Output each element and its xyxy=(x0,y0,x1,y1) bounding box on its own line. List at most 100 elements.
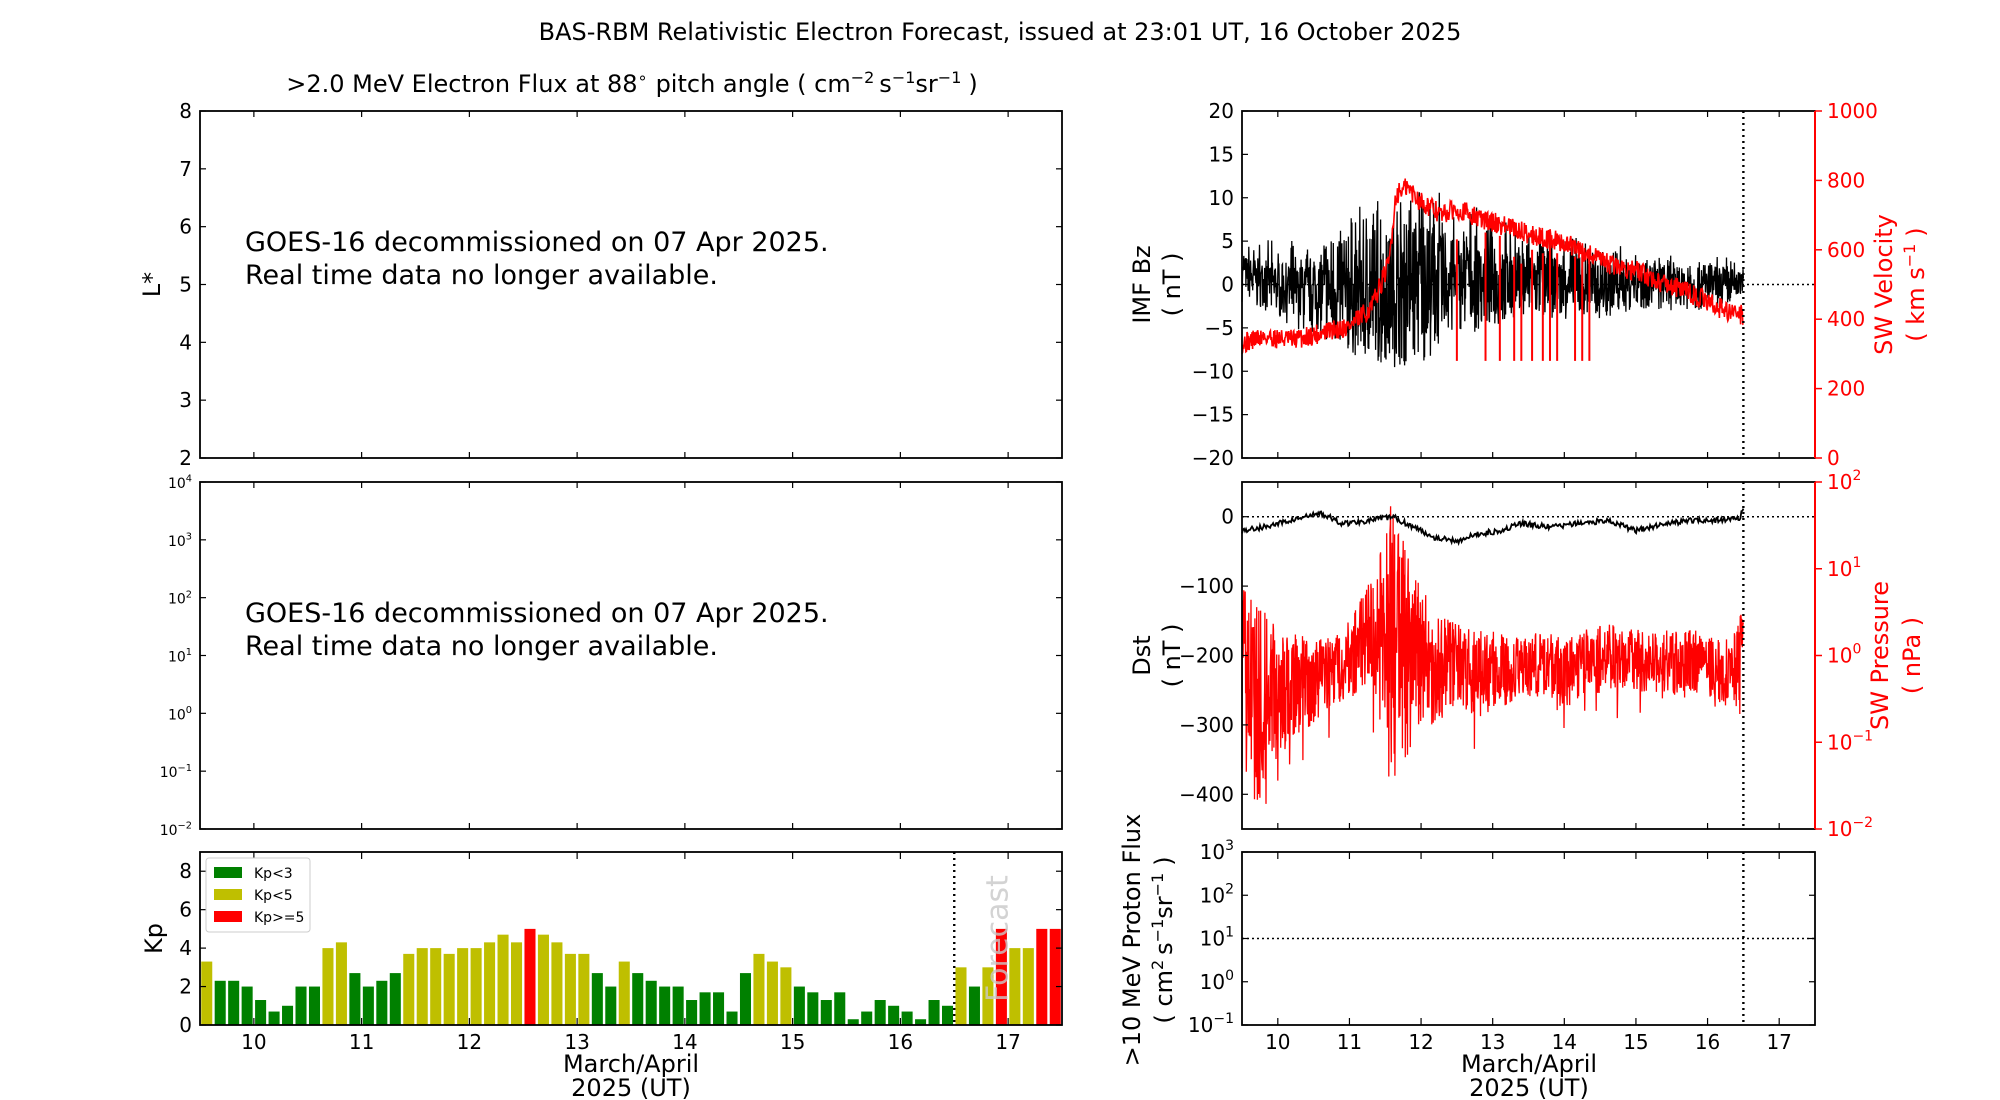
kp-bar xyxy=(322,948,334,1025)
dst-ytick-label: −300 xyxy=(1179,713,1234,737)
lstar-ytick-label: 4 xyxy=(179,330,192,354)
kp-bar xyxy=(241,986,253,1025)
proton-xtick-label: 16 xyxy=(1695,1030,1720,1054)
kp-xtick-label: 12 xyxy=(457,1030,482,1054)
kp-ytick-label: 2 xyxy=(179,975,192,999)
kp-bar xyxy=(699,992,711,1025)
lstar-ytick-label: 3 xyxy=(179,388,192,412)
kp-legend-label: Kp<5 xyxy=(254,888,293,904)
log-tick-exp: −1 xyxy=(1213,1011,1234,1027)
kp-bar xyxy=(214,980,226,1025)
kp-bar xyxy=(982,967,994,1025)
imf-ytick-label: −10 xyxy=(1192,359,1234,383)
kp-bar xyxy=(255,1000,267,1025)
kp-legend-label: Kp>=5 xyxy=(254,910,304,926)
kp-bar xyxy=(403,953,415,1025)
lstar-panel-title: >2.0 MeV Electron Flux at 88∘ pitch angle… xyxy=(286,68,978,98)
log-tick-label: 10−1 xyxy=(160,763,192,781)
log-tick-exp: 2 xyxy=(1852,468,1861,484)
kp-bar xyxy=(578,953,590,1025)
imf-ytick-label: 0 xyxy=(1221,273,1234,297)
kp-bar xyxy=(632,973,644,1025)
kp-bar xyxy=(941,1005,954,1025)
title-sup-sr: −1 xyxy=(938,68,962,87)
kp-bar xyxy=(739,973,752,1025)
log-tick-exp: −1 xyxy=(1852,728,1873,744)
dst-line xyxy=(1241,508,1745,547)
flux-notice-line2: Real time data no longer available. xyxy=(245,631,718,662)
pressure-ylabel-line1: SW Pressure xyxy=(1866,581,1894,730)
log-tick-label: 101 xyxy=(1827,555,1861,581)
figure-title: BAS-RBM Relativistic Electron Forecast, … xyxy=(539,18,1462,46)
log-tick-label: 103 xyxy=(168,532,192,550)
log-tick-base: 10 xyxy=(1827,817,1852,841)
kp-legend-swatch xyxy=(214,867,242,878)
proton-xtick-label: 14 xyxy=(1552,1030,1577,1054)
kp-bar xyxy=(861,1011,873,1025)
lstar-ytick-label: 7 xyxy=(179,157,192,181)
log-tick-base: 10 xyxy=(1827,557,1852,581)
kp-bar xyxy=(389,973,401,1025)
kp-xtick-label: 14 xyxy=(672,1030,697,1054)
log-tick-label: 100 xyxy=(1200,968,1234,994)
log-tick-label: 102 xyxy=(1200,881,1234,907)
log-tick-base: 10 xyxy=(160,823,178,839)
velocity-ytick-label: 200 xyxy=(1827,377,1865,401)
log-tick-label: 103 xyxy=(1200,838,1234,864)
kp-legend-label: Kp<3 xyxy=(254,866,293,882)
log-tick-label: 10−1 xyxy=(1188,1011,1234,1037)
log-tick-exp: 1 xyxy=(1225,925,1234,941)
kp-bar xyxy=(726,1011,738,1025)
log-tick-base: 10 xyxy=(160,765,178,781)
log-tick-exp: 0 xyxy=(1852,642,1861,658)
sw-pressure-line xyxy=(1241,506,1745,804)
kp-xtick-label: 11 xyxy=(349,1030,374,1054)
title-sup-s: −1 xyxy=(892,68,916,87)
proton-unit-a: ( cm xyxy=(1150,970,1178,1024)
velocity-ytick-label: 1000 xyxy=(1827,99,1878,123)
kp-bar xyxy=(416,948,428,1025)
proton-xtick-label: 11 xyxy=(1337,1030,1362,1054)
kp-bar xyxy=(551,942,563,1025)
velocity-ytick-label: 800 xyxy=(1827,168,1865,192)
proton-unit-b: s xyxy=(1150,942,1178,955)
kp-bar xyxy=(645,980,657,1025)
kp-bar xyxy=(659,986,671,1025)
imf-bz-line xyxy=(1241,192,1745,368)
log-tick-base: 10 xyxy=(1200,883,1225,907)
proton-xtick-label: 12 xyxy=(1408,1030,1433,1054)
lstar-ylabel: L* xyxy=(138,272,166,297)
kp-bar xyxy=(308,986,321,1025)
kp-xtick-label: 17 xyxy=(995,1030,1020,1054)
dst-ytick-label: −100 xyxy=(1179,574,1234,598)
kp-axes-frame xyxy=(199,851,1063,1026)
title-s: s xyxy=(879,70,892,98)
log-tick-label: 102 xyxy=(1827,468,1861,494)
velocity-unit-sup: −1 xyxy=(1900,244,1919,268)
title-sr: sr xyxy=(915,70,938,98)
imf-ytick-label: −20 xyxy=(1192,446,1234,470)
kp-bar xyxy=(1036,928,1048,1025)
imf-ytick-label: −5 xyxy=(1205,316,1234,340)
log-tick-exp: 1 xyxy=(186,647,192,658)
lstar-ytick-label: 2 xyxy=(179,446,192,470)
kp-bar xyxy=(753,953,765,1025)
log-tick-label: 10−2 xyxy=(160,821,192,839)
kp-ylabel: Kp xyxy=(140,923,168,954)
kp-bar xyxy=(618,961,630,1025)
kp-bar xyxy=(295,986,307,1025)
velocity-unit: ( km s xyxy=(1902,267,1930,341)
log-tick-base: 10 xyxy=(1200,927,1225,951)
dst-ylabel-line1: Dst xyxy=(1128,635,1156,675)
log-tick-label: 100 xyxy=(168,705,192,723)
log-tick-base: 10 xyxy=(1827,730,1852,754)
imf-ytick-label: 5 xyxy=(1221,229,1234,253)
log-tick-label: 100 xyxy=(1827,642,1861,668)
kp-bar xyxy=(497,934,509,1025)
kp-bar xyxy=(928,1000,940,1025)
log-tick-base: 10 xyxy=(1827,470,1852,494)
kp-bar xyxy=(470,948,482,1025)
